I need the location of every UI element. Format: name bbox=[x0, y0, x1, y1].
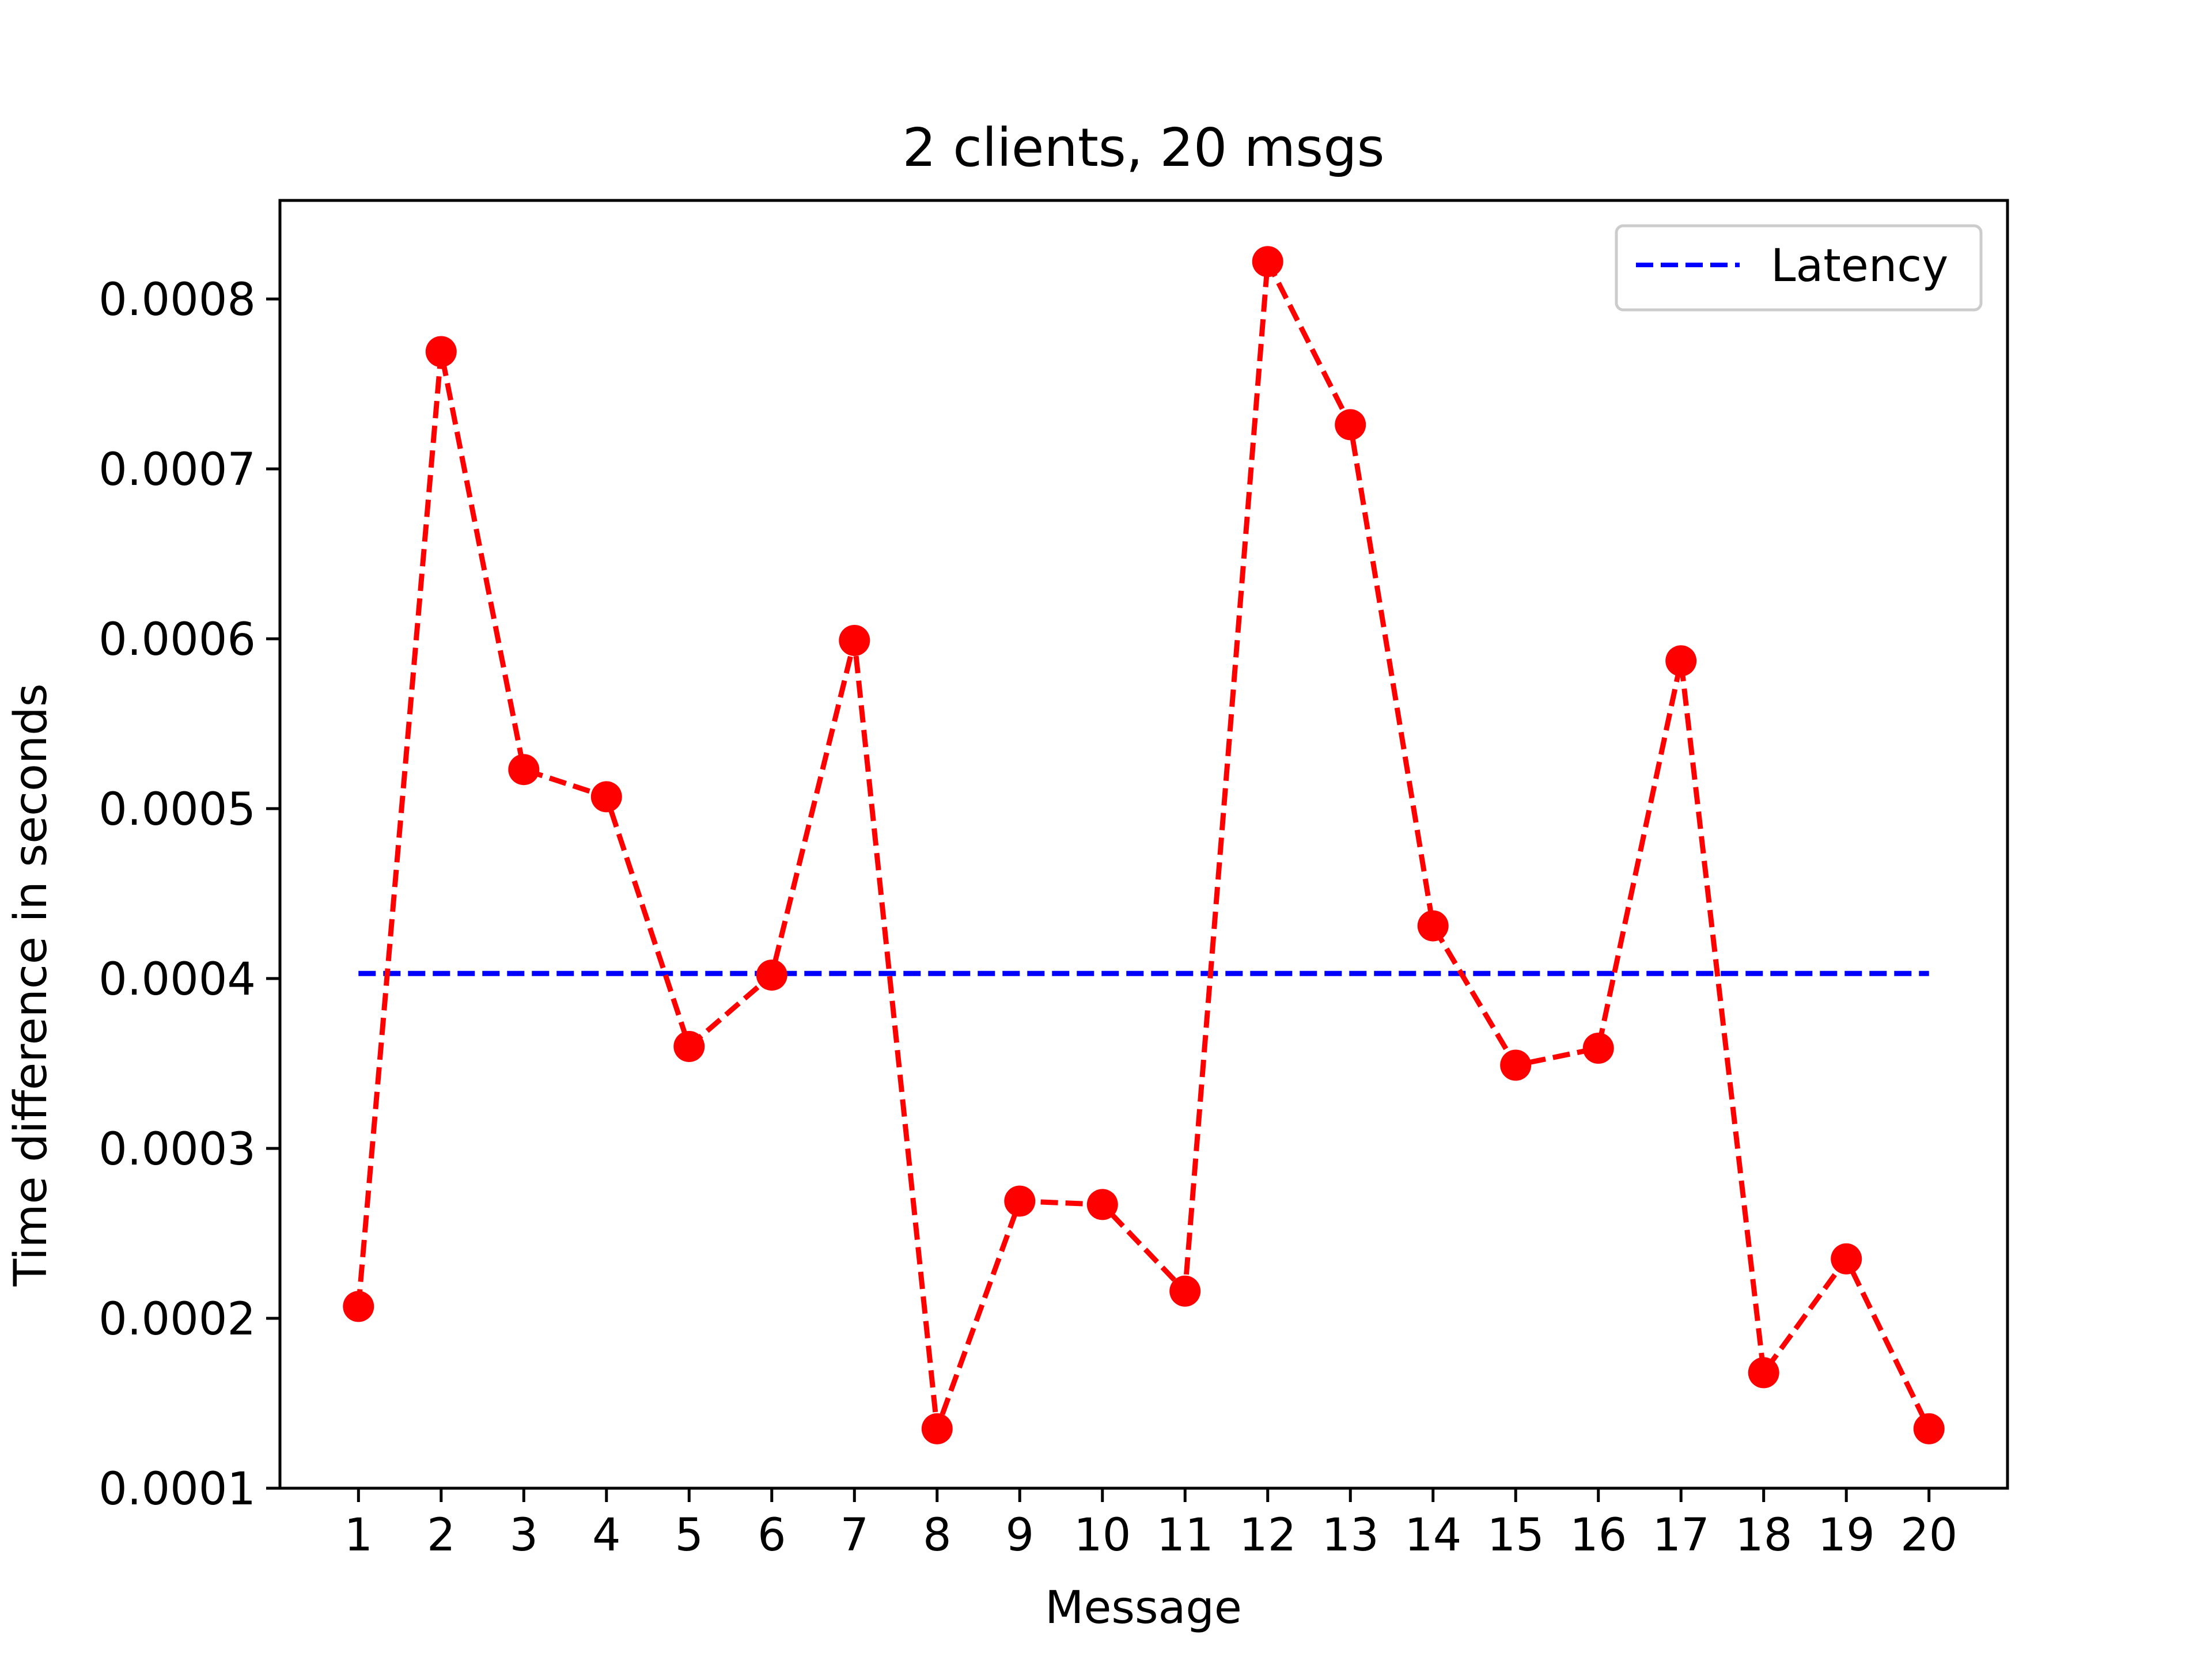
x-tick-label: 12 bbox=[1239, 1510, 1296, 1561]
y-tick-label: 0.0008 bbox=[99, 274, 256, 326]
y-axis-label: Time difference in seconds bbox=[5, 684, 57, 1287]
x-tick-label: 10 bbox=[1074, 1510, 1131, 1561]
data-point-marker bbox=[1913, 1413, 1945, 1444]
x-tick-label: 2 bbox=[427, 1510, 456, 1561]
x-tick-label: 13 bbox=[1322, 1510, 1379, 1561]
data-point-marker bbox=[1417, 910, 1449, 942]
x-tick-label: 5 bbox=[675, 1510, 703, 1561]
data-point-marker bbox=[1582, 1033, 1614, 1064]
plot-area-frame bbox=[278, 199, 2009, 1490]
data-point-marker bbox=[673, 1031, 705, 1062]
data-point-marker bbox=[1086, 1189, 1118, 1220]
data-point-marker bbox=[508, 754, 540, 786]
data-point-marker bbox=[1748, 1357, 1779, 1389]
x-tick-label: 8 bbox=[923, 1510, 952, 1561]
legend: Latency bbox=[1615, 224, 1983, 312]
y-tick-label: 0.0005 bbox=[99, 784, 256, 836]
x-tick-label: 1 bbox=[344, 1510, 373, 1561]
x-tick-label: 19 bbox=[1818, 1510, 1875, 1561]
y-tick-label: 0.0006 bbox=[99, 614, 256, 666]
data-point-marker bbox=[839, 625, 870, 656]
chart-title: 2 clients, 20 msgs bbox=[902, 117, 1384, 179]
data-point-marker bbox=[1500, 1049, 1532, 1081]
data-point-marker bbox=[1831, 1243, 1862, 1275]
x-tick-label: 9 bbox=[1005, 1510, 1034, 1561]
x-tick-label: 20 bbox=[1900, 1510, 1957, 1561]
x-tick-label: 6 bbox=[757, 1510, 786, 1561]
data-point-marker bbox=[590, 781, 622, 813]
y-tick-label: 0.0004 bbox=[99, 954, 256, 1006]
y-tick-label: 0.0001 bbox=[99, 1463, 256, 1515]
data-point-marker bbox=[425, 336, 457, 367]
y-tick-label: 0.0007 bbox=[99, 444, 256, 496]
x-tick-label: 7 bbox=[840, 1510, 869, 1561]
x-tick-label: 11 bbox=[1157, 1510, 1214, 1561]
measurement-series-line bbox=[355, 259, 1931, 1432]
x-tick-label: 15 bbox=[1487, 1510, 1544, 1561]
data-point-marker bbox=[921, 1413, 953, 1444]
y-tick-label: 0.0002 bbox=[99, 1294, 256, 1345]
data-point-marker bbox=[1169, 1275, 1201, 1307]
x-tick-label: 3 bbox=[509, 1510, 538, 1561]
x-axis-label: Message bbox=[1045, 1582, 1242, 1634]
data-point-marker bbox=[756, 960, 787, 991]
axes-layer: 1 2 3 4 5 6 7 8 9 10 11 12 13 14 15 16 17 18 19 200.00010.0… bbox=[99, 274, 1957, 1561]
series-layer bbox=[343, 246, 1945, 1444]
legend-box bbox=[1615, 224, 1983, 312]
x-tick-label: 18 bbox=[1735, 1510, 1792, 1561]
x-tick-label: 14 bbox=[1404, 1510, 1461, 1561]
legend-latency-label: Latency bbox=[1771, 240, 1948, 292]
data-point-marker bbox=[1252, 246, 1283, 278]
x-tick-label: 16 bbox=[1570, 1510, 1627, 1561]
data-point-marker bbox=[1004, 1185, 1036, 1217]
data-point-marker bbox=[1335, 409, 1366, 441]
data-point-marker bbox=[1665, 645, 1697, 677]
x-tick-label: 17 bbox=[1653, 1510, 1710, 1561]
data-point-marker bbox=[343, 1291, 374, 1322]
y-tick-label: 0.0003 bbox=[99, 1124, 256, 1175]
x-tick-label: 4 bbox=[592, 1510, 621, 1561]
